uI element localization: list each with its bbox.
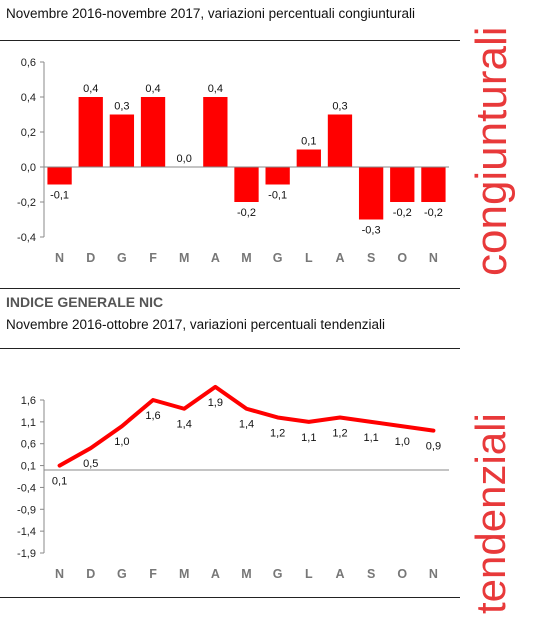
line-value-label: 1,4 [239, 419, 254, 431]
line-x-tick-label: N [429, 567, 438, 581]
line-y-tick-label: -1,4 [17, 526, 36, 538]
bottom-chart-subtitle: Novembre 2016-ottobre 2017, variazioni p… [6, 317, 385, 332]
line-x-tick-label: N [55, 567, 64, 581]
line-value-label: 1,1 [363, 432, 378, 444]
bar-value-label: 0,4 [208, 83, 223, 95]
bar-x-tick-label: N [429, 251, 438, 265]
section-heading: INDICE GENERALE NIC [6, 294, 164, 310]
bar-x-tick-label: G [273, 251, 283, 265]
bar-y-tick-label: 0,2 [21, 127, 36, 139]
bar-y-tick-label: -0,4 [17, 232, 36, 244]
bar-x-tick-label: F [149, 251, 157, 265]
bottom-header-divider [0, 348, 460, 349]
line-x-tick-label: A [335, 567, 344, 581]
line-x-tick-label: O [397, 567, 407, 581]
line-x-tick-label: L [305, 567, 313, 581]
bar [421, 167, 446, 202]
bar-value-label: -0,2 [424, 207, 443, 219]
line-y-tick-label: -0,4 [17, 482, 36, 494]
bar-x-tick-label: L [305, 251, 313, 265]
bar-value-label: 0,4 [145, 83, 160, 95]
bottom-divider [0, 597, 460, 598]
line-value-label: 0,1 [52, 476, 67, 488]
side-label-congiunturali: congiunturali [467, 26, 516, 277]
line-y-tick-label: 1,6 [21, 395, 36, 407]
bar [78, 97, 103, 167]
line-x-tick-label: G [117, 567, 127, 581]
line-x-tick-label: A [211, 567, 220, 581]
bar-x-tick-label: N [55, 251, 64, 265]
bar-y-tick-label: 0,4 [21, 92, 36, 104]
bar [234, 167, 259, 202]
bar-chart: 0,6 0,4 0,2 0,0 -0,2 -0,4 -0,1 0,4 0,3 0,4 0,0 0,4 -… [17, 57, 449, 265]
line-x-tick-label: S [367, 567, 375, 581]
bar [47, 167, 72, 185]
line-value-label: 1,4 [177, 419, 192, 431]
bar-x-tick-label: M [241, 251, 251, 265]
bar-x-tick-label: A [211, 251, 220, 265]
line-value-label: 1,6 [145, 410, 160, 422]
top-chart-subtitle: Novembre 2016-novembre 2017, variazioni … [6, 6, 415, 21]
bar-y-tick-label: -0,2 [17, 197, 36, 209]
line-y-tick-label: 1,1 [21, 417, 36, 429]
bar [203, 97, 228, 167]
line-value-label: 1,1 [301, 432, 316, 444]
bar-value-label: -0,2 [237, 207, 256, 219]
bar-x-tick-label: A [335, 251, 344, 265]
bar-x-tick-label: M [179, 251, 189, 265]
side-label-tendenziali: tendenziali [467, 413, 514, 614]
bar [140, 97, 166, 167]
bar-x-tick-label: D [86, 251, 95, 265]
bar-value-label: 0,3 [332, 101, 347, 113]
line-value-label: 1,2 [332, 427, 347, 439]
line-y-tick-label: 0,6 [21, 439, 36, 451]
line-value-label: 1,9 [208, 397, 223, 409]
bar-y-tick-label: 0,6 [21, 57, 36, 69]
bar-value-label: 0,1 [301, 136, 316, 148]
bar-value-label: -0,3 [362, 225, 381, 237]
line-value-label: 1,0 [395, 436, 410, 448]
bar-value-label: 0,3 [114, 101, 129, 113]
bar-value-label: -0,1 [268, 190, 287, 202]
line-y-tick-label: -1,9 [17, 548, 36, 560]
line-x-tick-label: M [179, 567, 189, 581]
line-value-label: 1,0 [114, 436, 129, 448]
bar [109, 114, 135, 167]
bar [296, 149, 321, 167]
top-divider [0, 40, 460, 41]
bar-x-tick-label: O [397, 251, 407, 265]
bar-y-tick-label: 0,0 [21, 162, 36, 174]
line-chart: 1,6 1,1 0,6 0,1 -0,4 -0,9 -1,4 -1,9 0,1 0,5 1,0 1,6… [17, 384, 449, 581]
middle-divider [0, 288, 460, 289]
line-value-label: 0,9 [426, 441, 441, 453]
line-y-tick-label: 0,1 [21, 461, 36, 473]
line-x-tick-label: G [273, 567, 283, 581]
line-value-label: 0,5 [83, 458, 98, 470]
bar-x-tick-label: G [117, 251, 127, 265]
line-x-tick-label: M [241, 567, 251, 581]
bar [265, 167, 290, 185]
bar-value-label: -0,2 [393, 207, 412, 219]
bar [327, 114, 353, 167]
line-x-tick-label: F [149, 567, 157, 581]
line-y-tick-label: -0,9 [17, 504, 36, 516]
bar-value-label: 0,0 [177, 153, 192, 165]
bar [390, 167, 415, 202]
bar-value-label: -0,1 [50, 190, 69, 202]
bar-x-tick-label: S [367, 251, 375, 265]
bar [358, 167, 384, 220]
line-x-tick-label: D [86, 567, 95, 581]
line-value-label: 1,2 [270, 427, 285, 439]
bar-value-label: 0,4 [83, 83, 98, 95]
